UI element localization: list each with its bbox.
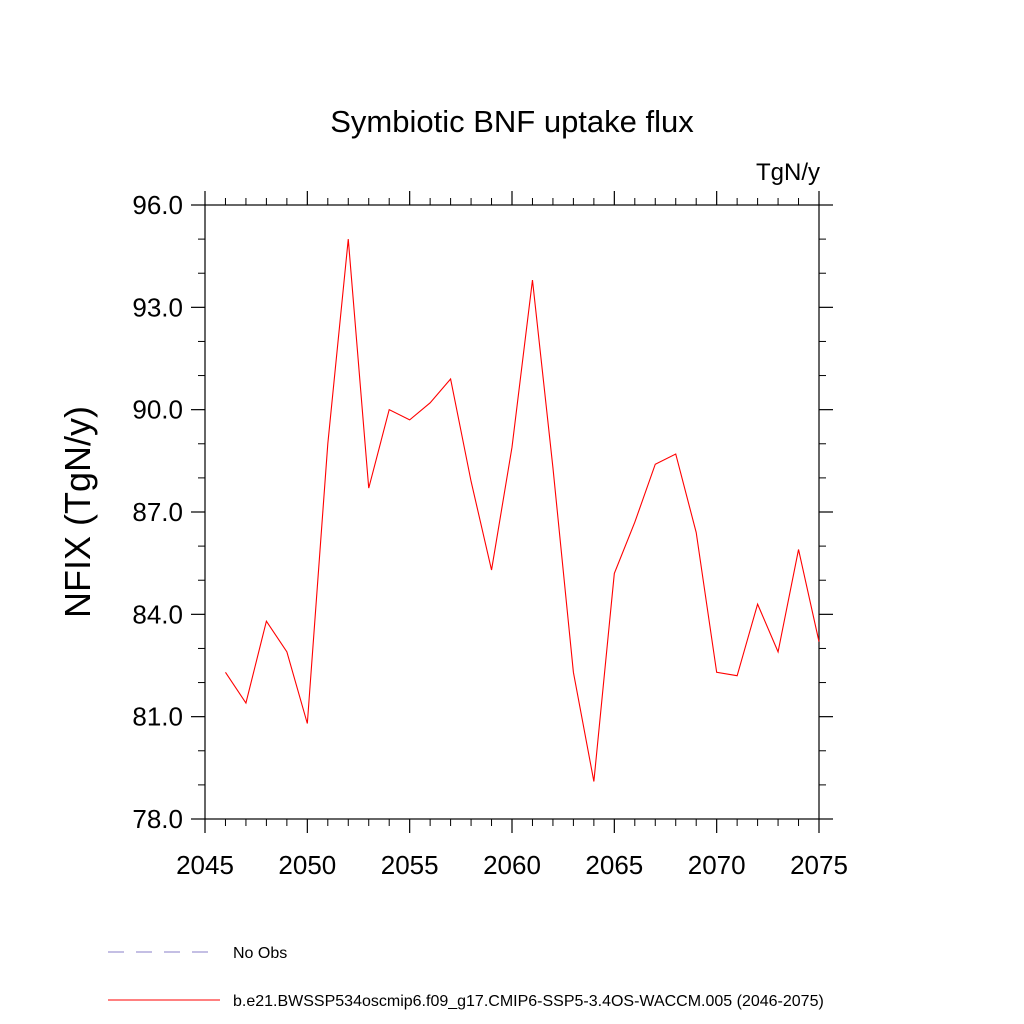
- plot-area-frame: [204, 204, 820, 820]
- y-tick-label: 84.0: [132, 599, 183, 629]
- y-tick-label: 87.0: [132, 497, 183, 527]
- x-tick-label: 2060: [483, 850, 541, 880]
- x-tick-label: 2050: [278, 850, 336, 880]
- units-label: TgN/y: [756, 159, 820, 186]
- y-tick-label: 96.0: [132, 190, 183, 220]
- y-axis-label: NFIX (TgN/y): [57, 406, 98, 618]
- chart-title: Symbiotic BNF uptake flux: [330, 104, 694, 139]
- x-tick-label: 2045: [176, 850, 234, 880]
- x-tick-label: 2075: [790, 850, 848, 880]
- x-tick-label: 2070: [688, 850, 746, 880]
- series-line: [225, 239, 820, 782]
- y-tick-label: 93.0: [132, 292, 183, 322]
- legend-label: b.e21.BWSSP534oscmip6.f09_g17.CMIP6-SSP5…: [233, 993, 824, 1010]
- x-tick-label: 2065: [585, 850, 643, 880]
- y-tick-label: 78.0: [132, 804, 183, 834]
- y-tick-label: 81.0: [132, 702, 183, 732]
- y-tick-label: 90.0: [132, 395, 183, 425]
- x-tick-label: 2055: [381, 850, 439, 880]
- legend-label: No Obs: [233, 945, 287, 962]
